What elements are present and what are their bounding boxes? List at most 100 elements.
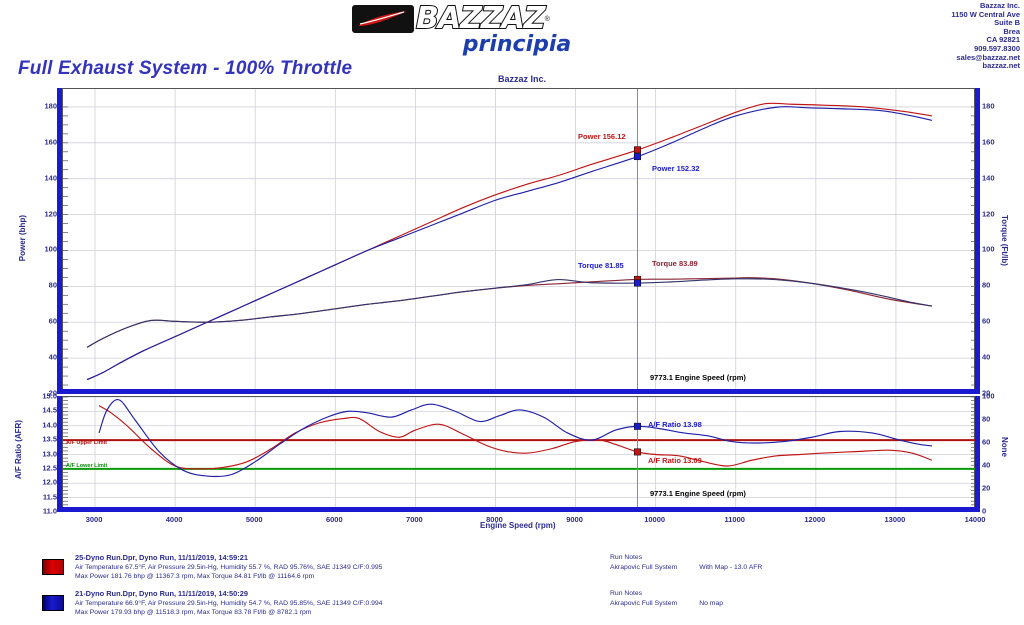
legend-conditions: Air Temperature 66.9°F, Air Pressure 29.… bbox=[75, 599, 383, 607]
bazzaz-swoosh-icon bbox=[352, 5, 414, 33]
x-axis-title: Engine Speed (rpm) bbox=[480, 521, 556, 530]
axis-tick-label: 180 bbox=[982, 101, 995, 111]
axis-tick-label: 14.5 bbox=[42, 405, 57, 415]
afr-upper-limit-label: A/F Upper Limit bbox=[66, 440, 107, 446]
main-left-axis-title: Power (bhp) bbox=[18, 215, 27, 262]
main-right-axis-title: Torque (Ft/lb) bbox=[1000, 215, 1009, 266]
legend-swatch-blue bbox=[42, 595, 64, 611]
axis-tick-label: 180 bbox=[44, 101, 57, 111]
address-company: Bazzaz Inc. bbox=[979, 1, 1020, 10]
run-notes-detail-row: Akrapovic Full System No map bbox=[610, 599, 723, 609]
axis-tick-label: 20 bbox=[982, 388, 991, 398]
axis-tick-label: 100 bbox=[982, 391, 995, 401]
run-notes-title: Run Notes bbox=[610, 590, 643, 597]
axis-tick-label: 120 bbox=[982, 209, 995, 219]
axis-tick-label: 4000 bbox=[165, 515, 183, 524]
run-notes-detail: With Map - 13.0 AFR bbox=[699, 563, 763, 571]
afr-right-axis-bar bbox=[975, 396, 980, 512]
run-legend: 25-Dyno Run.Dpr, Dyno Run, 11/11/2019, 1… bbox=[42, 553, 1002, 625]
afr-plot-area bbox=[62, 396, 976, 512]
power-red-annotation: Power 156.12 bbox=[578, 132, 626, 141]
axis-tick-label: 3000 bbox=[85, 515, 103, 524]
trademark-symbol: ® bbox=[544, 15, 550, 23]
axis-tick-label: 0 bbox=[982, 506, 987, 516]
legend-row: 21-Dyno Run.Dpr, Dyno Run, 11/11/2019, 1… bbox=[42, 589, 1002, 619]
page-title: Full Exhaust System - 100% Throttle bbox=[18, 58, 353, 79]
address-city: Brea bbox=[1003, 26, 1020, 36]
axis-tick-label: 5000 bbox=[245, 515, 263, 524]
axis-tick-label: 40 bbox=[982, 352, 991, 362]
legend-maxima: Max Power 181.76 bhp @ 11367.3 rpm, Max … bbox=[75, 573, 315, 581]
afr-blue-annotation: A/F Ratio 13.98 bbox=[648, 420, 702, 429]
torque-red-annotation: Torque 83.89 bbox=[652, 259, 698, 268]
axis-tick-label: 160 bbox=[44, 137, 57, 147]
axis-tick-label: 11000 bbox=[724, 515, 745, 524]
axis-tick-label: 7000 bbox=[406, 515, 423, 524]
afr-lower-limit-label: A/F Lower Limit bbox=[66, 463, 108, 469]
torque-blue-annotation: Torque 81.85 bbox=[578, 261, 624, 270]
address-suite: Suite B bbox=[994, 18, 1020, 28]
axis-tick-label: 12000 bbox=[804, 515, 826, 524]
afr-left-axis-title: A/F Ratio (AFR) bbox=[14, 420, 23, 480]
chart-subtitle: Bazzaz Inc. bbox=[497, 74, 546, 84]
power-torque-svg bbox=[63, 89, 976, 394]
axis-tick-label: 15.0 bbox=[42, 391, 57, 401]
address-street: 1150 W Central Ave bbox=[951, 9, 1020, 19]
axis-tick-label: 13.0 bbox=[42, 449, 57, 458]
afr-red-annotation: A/F Ratio 13.09 bbox=[648, 456, 702, 465]
address-email: sales@bazzaz.net bbox=[956, 52, 1020, 62]
main-cursor-label: 9773.1 Engine Speed (rpm) bbox=[650, 373, 746, 382]
legend-maxima: Max Power 179.93 bhp @ 11518.3 rpm, Max … bbox=[75, 609, 312, 617]
afr-svg bbox=[63, 397, 976, 512]
legend-run-title: 25-Dyno Run.Dpr, Dyno Run, 11/11/2019, 1… bbox=[75, 553, 248, 562]
legend-swatch-red bbox=[42, 559, 64, 575]
company-address: Bazzaz Inc. 1150 W Central Ave Suite B B… bbox=[951, 1, 1021, 71]
power-blue-annotation: Power 152.32 bbox=[652, 164, 700, 173]
axis-tick-label: 80 bbox=[982, 414, 991, 424]
axis-tick-label: 14000 bbox=[964, 515, 986, 524]
axis-tick-label: 13000 bbox=[884, 515, 906, 524]
logo-subbrand: principia bbox=[462, 32, 572, 57]
power-torque-chart bbox=[62, 88, 976, 394]
axis-tick-label: 140 bbox=[44, 173, 57, 183]
axis-tick-label: 8000 bbox=[486, 515, 503, 524]
legend-text-block: 21-Dyno Run.Dpr, Dyno Run, 11/11/2019, 1… bbox=[75, 589, 1002, 618]
axis-tick-label: 6000 bbox=[325, 515, 343, 524]
main-left-axis-bar bbox=[57, 88, 62, 394]
axis-tick-label: 12.0 bbox=[42, 477, 57, 487]
address-website: bazzaz.net bbox=[982, 61, 1020, 71]
axis-tick-label: 60 bbox=[982, 316, 991, 326]
afr-left-axis-bar bbox=[57, 396, 62, 512]
legend-run-title: 21-Dyno Run.Dpr, Dyno Run, 11/11/2019, 1… bbox=[75, 589, 248, 598]
axis-tick-label: 60 bbox=[48, 316, 57, 326]
axis-tick-label: 9000 bbox=[566, 515, 583, 524]
run-notes-system: Akrapovic Full System bbox=[610, 563, 678, 571]
axis-tick-label: 14.0 bbox=[42, 420, 57, 430]
axis-tick-label: 100 bbox=[982, 244, 995, 254]
main-right-axis-bar bbox=[975, 88, 980, 394]
run-notes-title: Run Notes bbox=[610, 554, 643, 561]
legend-conditions: Air Temperature 67.5°F, Air Pressure 29.… bbox=[75, 563, 383, 571]
legend-row: 25-Dyno Run.Dpr, Dyno Run, 11/11/2019, 1… bbox=[42, 553, 1002, 583]
axis-tick-label: 40 bbox=[48, 352, 57, 362]
run-notes-block: Run Notes Akrapovic Full System No map bbox=[610, 589, 723, 608]
axis-tick-label: 140 bbox=[982, 173, 995, 183]
run-notes-block: Run Notes Akrapovic Full System With Map … bbox=[610, 553, 762, 572]
axis-tick-label: 11.0 bbox=[42, 506, 57, 516]
axis-tick-label: 13.5 bbox=[42, 434, 57, 444]
axis-tick-label: 80 bbox=[982, 280, 991, 290]
axis-tick-label: 160 bbox=[982, 137, 995, 147]
axis-tick-label: 120 bbox=[44, 209, 57, 219]
afr-bottom-axis-bar bbox=[57, 507, 980, 512]
bazzaz-logo: BAZZAZ ® principia bbox=[352, 3, 682, 57]
power-torque-plot-area bbox=[62, 88, 976, 394]
address-phone: 909.597.8300 bbox=[974, 43, 1020, 53]
axis-tick-label: 20 bbox=[48, 388, 57, 398]
address-state-zip: CA 92821 bbox=[986, 35, 1021, 45]
logo-row: BAZZAZ ® bbox=[352, 3, 682, 35]
axis-tick-label: 60 bbox=[982, 437, 991, 447]
afr-chart bbox=[62, 396, 976, 512]
axis-tick-label: 100 bbox=[44, 244, 57, 254]
axis-tick-label: 12.5 bbox=[42, 463, 57, 473]
